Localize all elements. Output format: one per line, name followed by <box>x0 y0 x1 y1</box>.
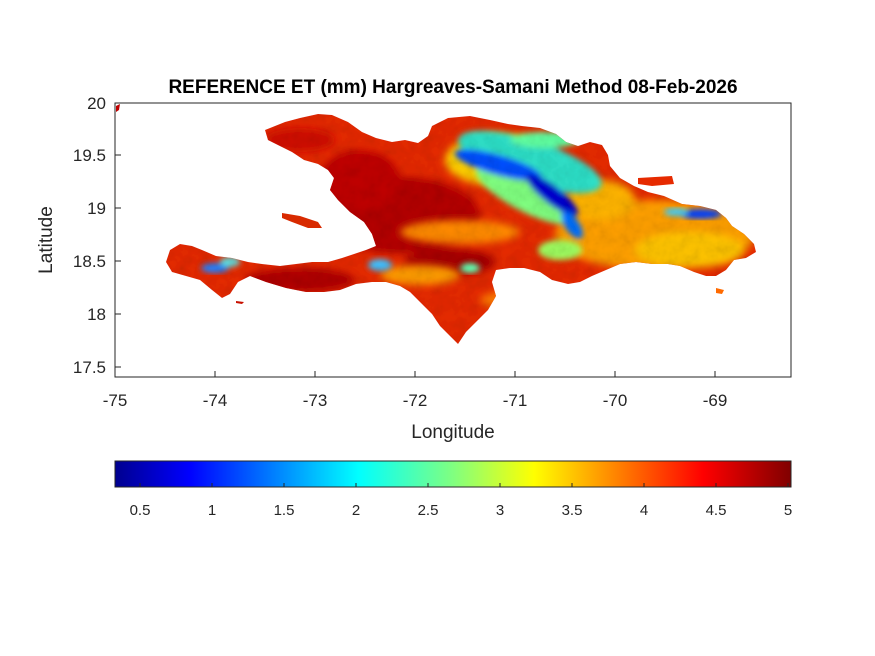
x-tick-label: -70 <box>603 391 628 410</box>
y-axis-label: Latitude <box>36 206 57 274</box>
y-tick-label: 18 <box>87 305 106 324</box>
y-axis: 20 19.5 19 18.5 18 17.5 Latitude <box>36 94 121 377</box>
x-tick-label: -74 <box>203 391 228 410</box>
colorbar-tick-label: 0.5 <box>130 502 151 519</box>
colorbar-gradient <box>114 460 792 488</box>
ile-de-la-gonave <box>326 181 330 196</box>
colorbar-tick-label: 4.5 <box>706 502 727 519</box>
y-tick-label: 19 <box>87 199 106 218</box>
x-tick-label: -72 <box>403 391 428 410</box>
samana-peninsula <box>664 208 722 219</box>
chart-title: REFERENCE ET (mm) Hargreaves-Samani Meth… <box>168 77 737 98</box>
x-tick-marks <box>114 371 716 377</box>
y-tick-label: 20 <box>87 94 106 113</box>
colorbar-tick-label: 4 <box>640 502 648 519</box>
massif-de-la-hotte <box>201 257 480 273</box>
colorbar-tick-label: 2 <box>352 502 360 519</box>
x-axis: -75 -74 -73 -72 -71 -70 -69 Longitude <box>103 371 791 443</box>
colorbar: 0.5 1 1.5 2 2.5 3 3.5 4 4.5 5 <box>114 460 792 519</box>
colorbar-tick-label: 1 <box>208 502 216 519</box>
x-tick-label: -69 <box>703 391 728 410</box>
colorbar-ticks <box>139 483 789 487</box>
x-tick-label: -71 <box>503 391 528 410</box>
ile-a-vache <box>236 301 244 304</box>
x-tick-label: -75 <box>103 391 128 410</box>
isla-saona-patch <box>716 288 724 294</box>
corner-speck <box>116 104 120 112</box>
y-tick-marks <box>115 102 121 368</box>
cordillera-central <box>454 130 602 260</box>
ile-de-la-tortue <box>282 213 322 228</box>
offshore-islands <box>116 104 724 304</box>
colorbar-tick-label: 5 <box>784 502 792 519</box>
colorbar-tick-label: 3.5 <box>562 502 583 519</box>
y-tick-label: 19.5 <box>73 146 106 165</box>
heatmap-island <box>166 114 756 344</box>
cayo-north <box>638 176 674 186</box>
x-tick-label: -73 <box>303 391 328 410</box>
colorbar-tick-label: 1.5 <box>274 502 295 519</box>
plot-area: -75 -74 -73 -72 -71 -70 -69 Longitude 20… <box>36 94 792 443</box>
colorbar-tick-label: 3 <box>496 502 504 519</box>
y-tick-label: 18.5 <box>73 252 106 271</box>
colorbar-tick-label: 2.5 <box>418 502 439 519</box>
x-axis-label: Longitude <box>411 422 494 443</box>
y-tick-label: 17.5 <box>73 358 106 377</box>
